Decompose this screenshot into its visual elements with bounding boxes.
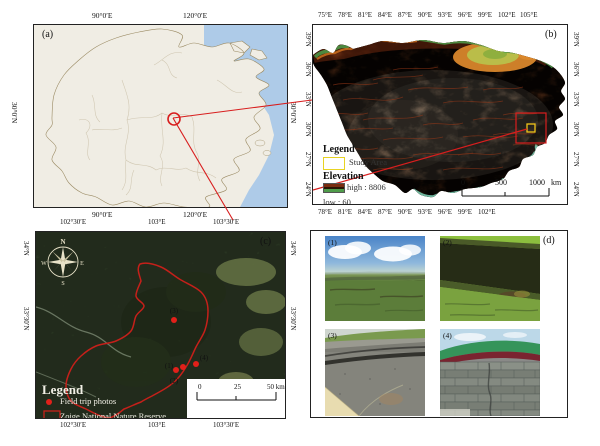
svg-text:N: N	[60, 238, 65, 246]
svg-text:(1): (1)	[165, 362, 174, 370]
svg-text:(2): (2)	[170, 377, 179, 385]
svg-text:S: S	[61, 281, 64, 287]
svg-text:(4): (4)	[200, 354, 209, 362]
svg-text:(3): (3)	[170, 307, 179, 315]
svg-text:E: E	[80, 261, 84, 267]
svg-text:W: W	[41, 261, 47, 267]
